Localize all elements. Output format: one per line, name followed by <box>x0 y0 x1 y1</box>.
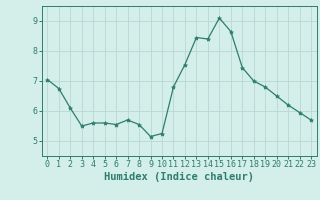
X-axis label: Humidex (Indice chaleur): Humidex (Indice chaleur) <box>104 172 254 182</box>
